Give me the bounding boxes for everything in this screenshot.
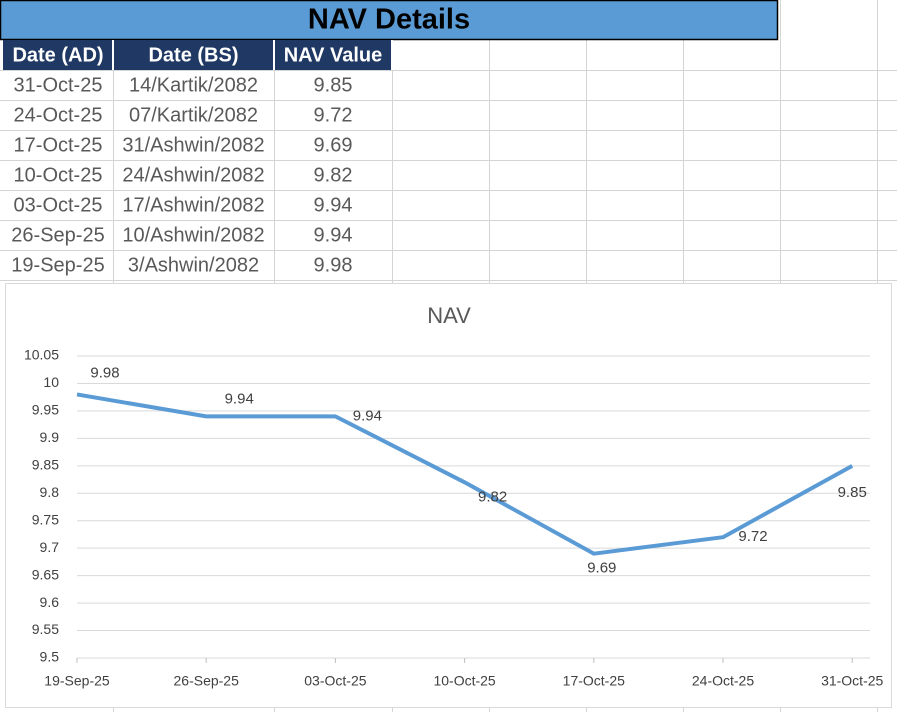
data-label: 9.94 xyxy=(353,407,382,424)
x-tick-label: 10-Oct-25 xyxy=(433,673,495,689)
x-tick-label: 19-Sep-25 xyxy=(44,673,110,689)
table-cell: 17-Oct-25 xyxy=(14,134,103,156)
table-cell: 9.94 xyxy=(314,194,353,216)
data-label: 9.98 xyxy=(90,364,119,381)
data-label: 9.85 xyxy=(838,484,867,501)
y-tick-label: 9.8 xyxy=(40,484,60,500)
data-label: 9.94 xyxy=(225,390,254,407)
table-cell: 19-Sep-25 xyxy=(11,254,104,276)
table-title: NAV Details xyxy=(308,4,470,36)
x-tick-label: 24-Oct-25 xyxy=(692,673,754,689)
y-tick-label: 9.7 xyxy=(40,539,60,555)
table-cell: 10/Ashwin/2082 xyxy=(122,224,264,246)
x-tick-label: 03-Oct-25 xyxy=(304,673,366,689)
chart-title: NAV xyxy=(427,303,471,328)
data-label: 9.69 xyxy=(587,560,616,577)
y-tick-label: 9.55 xyxy=(32,621,59,637)
table-cell: 10-Oct-25 xyxy=(14,164,103,186)
y-tick-label: 10 xyxy=(43,374,59,390)
y-tick-label: 9.85 xyxy=(32,457,59,473)
data-label: 9.72 xyxy=(738,528,767,545)
table-cell: 9.94 xyxy=(314,224,353,246)
x-tick-label: 17-Oct-25 xyxy=(563,673,625,689)
table-cell: 3/Ashwin/2082 xyxy=(128,254,259,276)
table-cell: 17/Ashwin/2082 xyxy=(122,194,264,216)
header-row xyxy=(3,40,392,70)
table-cell: 14/Kartik/2082 xyxy=(129,74,258,96)
y-tick-label: 9.9 xyxy=(40,429,60,445)
y-tick-label: 9.6 xyxy=(40,594,60,610)
table-cell: 24/Ashwin/2082 xyxy=(122,164,264,186)
data-label: 9.82 xyxy=(478,488,507,505)
header-cell: Date (BS) xyxy=(148,44,238,66)
table-cell: 31-Oct-25 xyxy=(14,74,103,96)
header-cell: Date (AD) xyxy=(12,44,103,66)
y-tick-label: 10.05 xyxy=(24,347,59,363)
series-line xyxy=(76,392,854,556)
table-cell: 9.85 xyxy=(314,74,353,96)
y-tick-label: 9.75 xyxy=(32,511,59,527)
table-cell: 9.72 xyxy=(314,104,353,126)
header-cell: NAV Value xyxy=(284,44,383,66)
table-cell: 24-Oct-25 xyxy=(14,104,103,126)
y-tick-label: 9.95 xyxy=(32,402,59,418)
title-bar xyxy=(0,0,779,41)
y-tick-label: 9.65 xyxy=(32,566,59,582)
x-tick-label: 31-Oct-25 xyxy=(821,673,883,689)
chart-area xyxy=(5,283,892,708)
table-cell: 9.69 xyxy=(314,134,353,156)
table-cell: 03-Oct-25 xyxy=(14,194,103,216)
table-cell: 9.98 xyxy=(314,254,353,276)
table-cell: 26-Sep-25 xyxy=(11,224,104,246)
table-cell: 31/Ashwin/2082 xyxy=(122,134,264,156)
table-cell: 07/Kartik/2082 xyxy=(129,104,258,126)
y-tick-label: 9.5 xyxy=(40,649,60,665)
table-cell: 9.82 xyxy=(314,164,353,186)
x-tick-label: 26-Sep-25 xyxy=(174,673,240,689)
